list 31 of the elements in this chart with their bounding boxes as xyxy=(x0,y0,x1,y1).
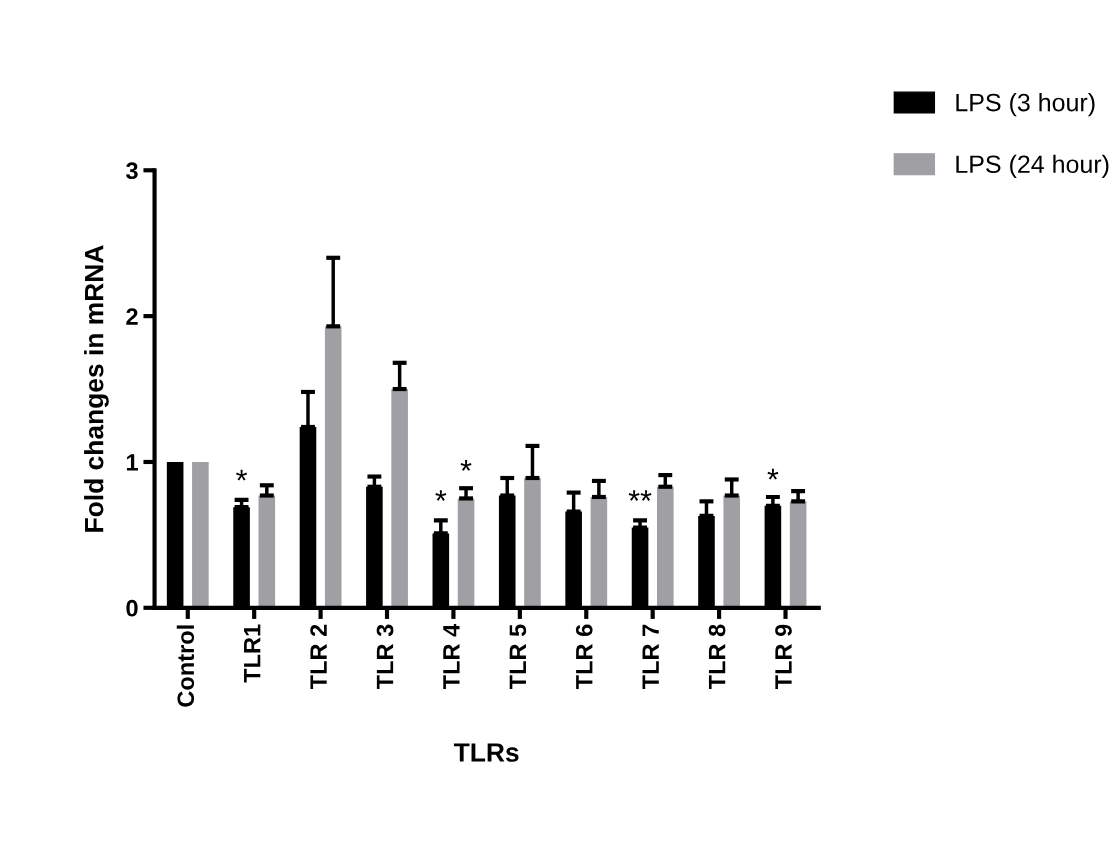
bar xyxy=(192,461,209,608)
bar xyxy=(723,495,741,608)
bar xyxy=(590,496,608,608)
annotation: ** xyxy=(628,490,652,501)
x-tick-label: TLR 9 xyxy=(775,624,792,690)
y-tick-label: 3 xyxy=(126,162,138,180)
y-tick-label: 2 xyxy=(126,308,138,325)
x-axis-title: TLRs xyxy=(453,743,519,762)
x-tick-label: Control xyxy=(176,625,195,707)
bar xyxy=(457,498,475,608)
y-tick-label: 1 xyxy=(126,454,138,471)
annotation: * xyxy=(435,490,447,501)
x-tick-label: TLR 8 xyxy=(708,624,726,690)
y-axis-title: Fold changes in mRNA xyxy=(84,245,109,532)
annotation: * xyxy=(236,469,248,481)
x-tick-label: TLR 5 xyxy=(509,624,527,690)
x-tick-label: TLR1 xyxy=(244,624,261,683)
legend-label: LPS (24 hour) xyxy=(956,154,1109,179)
bar xyxy=(258,495,276,608)
annotation: * xyxy=(460,460,472,471)
bar xyxy=(324,326,342,608)
legend-label: LPS (3 hour) xyxy=(956,93,1095,117)
x-tick-label: TLR 7 xyxy=(642,624,659,690)
y-tick-label: 0 xyxy=(126,599,138,617)
x-tick-label: TLR 3 xyxy=(376,624,394,690)
annotation: * xyxy=(767,468,779,480)
x-tick-label: TLR 6 xyxy=(575,624,593,690)
bar xyxy=(789,501,807,608)
x-tick-label: TLR 2 xyxy=(310,624,327,690)
x-tick-label: TLR 4 xyxy=(443,623,460,690)
bar xyxy=(657,486,674,608)
